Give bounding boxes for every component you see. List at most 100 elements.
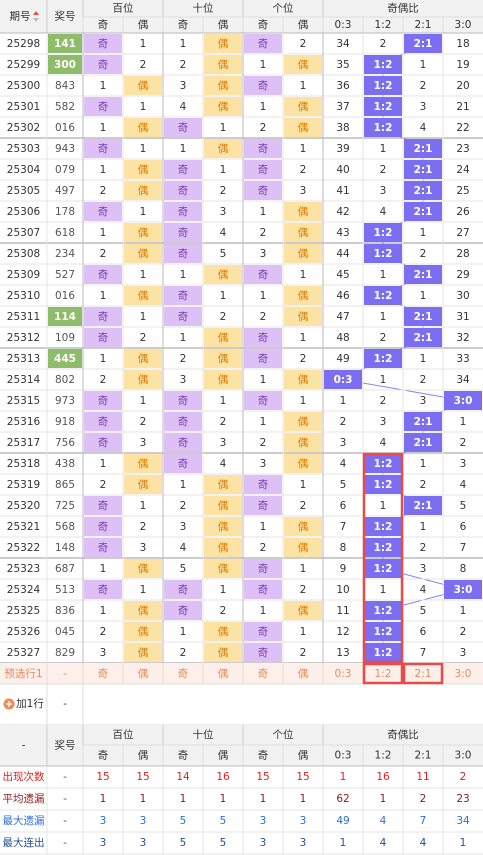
cell-bg: [364, 97, 402, 116]
table-cell: 1:2: [374, 59, 393, 71]
table-cell: 1: [100, 227, 107, 239]
table-cell: 25306: [7, 206, 41, 218]
table-cell: 2: [300, 500, 307, 512]
table-cell: 偶: [138, 457, 149, 470]
table-cell: 3: [420, 395, 427, 407]
table-cell: 25305: [7, 185, 40, 197]
table-cell: 奇: [98, 205, 109, 218]
table-cell: 2: [380, 395, 387, 407]
table-cell: 1: [140, 500, 147, 512]
table-cell: 偶: [138, 625, 149, 638]
table-cell: 34: [456, 374, 470, 386]
cell-bg: [284, 223, 322, 242]
table-cell: 25299: [7, 59, 40, 71]
table-cell: 4: [460, 479, 467, 491]
table-cell: 9: [340, 563, 347, 575]
table-cell: 32: [456, 332, 469, 344]
table-cell: 偶: [298, 415, 309, 428]
table-cell: 1: [220, 122, 227, 134]
table-cell: 513: [55, 584, 75, 596]
group-header: 奇偶比: [387, 2, 419, 15]
table-cell: 35: [336, 59, 349, 71]
cell-bg: [124, 349, 162, 368]
cell-bg: [244, 139, 282, 158]
cell-bg: [364, 244, 402, 263]
table-cell: 25310: [7, 290, 40, 302]
subcol-header: 偶: [298, 18, 309, 31]
preview-cell: 奇: [98, 667, 109, 680]
cell-bg: [84, 34, 122, 53]
table-cell: 2: [140, 59, 147, 71]
table-cell: 偶: [218, 352, 229, 365]
table-cell: 1: [260, 59, 267, 71]
table-cell: 3: [220, 437, 227, 449]
subcol-header: 2:1: [415, 750, 432, 762]
stat-cell: 2: [420, 793, 427, 805]
stat-cell: 16: [376, 771, 390, 783]
stat-cell: 4: [380, 815, 387, 827]
add-icon-plus: [6, 701, 12, 707]
table-cell: 1: [380, 374, 387, 386]
highlight-box: [362, 662, 404, 685]
table-cell: 1:2: [374, 248, 393, 260]
cell-bg: [444, 580, 482, 599]
stat-cell: 15: [136, 771, 149, 783]
table-cell: 偶: [298, 100, 309, 113]
cell-bg: [284, 202, 322, 221]
add-row-button[interactable]: 加1行: [16, 697, 44, 710]
table-cell: 奇: [98, 268, 109, 281]
table-cell: 1: [380, 500, 387, 512]
cell-bg: [124, 286, 162, 305]
table-cell: 10: [336, 584, 349, 596]
table-cell: 25316: [7, 416, 41, 428]
table-cell: 25326: [7, 626, 41, 638]
table-cell: 2: [340, 416, 347, 428]
table-cell: 829: [55, 647, 75, 659]
table-cell: 527: [55, 269, 75, 281]
table-cell: 25312: [7, 332, 40, 344]
header-cell: 期号: [10, 11, 31, 23]
table-cell: 奇: [258, 331, 269, 344]
stat-cell: 15: [296, 771, 309, 783]
cell-bg: [404, 328, 442, 347]
subcol-header: 奇: [258, 18, 269, 31]
cell-bg: [84, 265, 122, 284]
table-cell: 偶: [218, 625, 229, 638]
table-cell: 2:1: [414, 38, 433, 50]
table-cell: 8: [340, 542, 347, 554]
header-cell: 奖号: [55, 739, 76, 752]
table-cell: 40: [336, 164, 349, 176]
table-cell: 1:2: [374, 479, 393, 491]
preview-cell: 0:3: [335, 668, 352, 680]
table-cell: 25323: [7, 563, 40, 575]
cell-bg: [124, 601, 162, 620]
table-cell: 44: [336, 248, 350, 260]
table-cell: 偶: [218, 58, 229, 71]
table-cell: 偶: [138, 121, 149, 134]
table-cell: 偶: [218, 520, 229, 533]
table-cell: 31: [456, 311, 469, 323]
cell-bg: [244, 349, 282, 368]
table-cell: 1:2: [374, 647, 393, 659]
table-cell: 3: [180, 521, 187, 533]
stat-cell: 平均遗漏: [3, 792, 45, 805]
stat-cell: 1: [220, 793, 227, 805]
table-cell: 3: [300, 185, 307, 197]
table-cell: 偶: [298, 520, 309, 533]
table-cell: 24: [456, 164, 470, 176]
stat-cell: 5: [180, 815, 187, 827]
cell-bg: [364, 55, 402, 74]
cell-bg: [164, 454, 202, 473]
table-cell: 25301: [7, 101, 40, 113]
table-cell: 4: [340, 458, 347, 470]
preview-cell: 预选行1: [4, 667, 42, 680]
table-cell: 045: [55, 626, 75, 638]
table-cell: 偶: [298, 58, 309, 71]
table-cell: 2:1: [414, 311, 433, 323]
table-cell: 1:2: [374, 227, 393, 239]
table-cell: 843: [55, 80, 75, 92]
cell-bg: [84, 202, 122, 221]
table-cell: 1: [180, 479, 187, 491]
table-cell: 445: [54, 353, 76, 365]
table-cell: 5: [340, 479, 347, 491]
